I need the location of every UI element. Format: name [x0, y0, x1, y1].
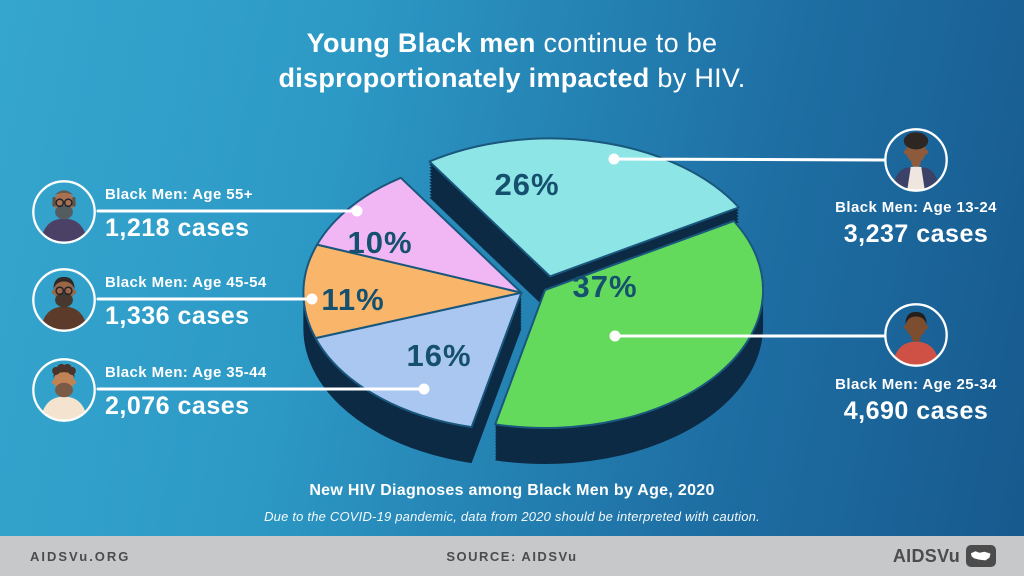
callout-value: 1,336 cases [105, 302, 250, 330]
title-line-1: Young Black men continue to be [0, 26, 1024, 61]
aidsvu-logo-text: AIDSVu [892, 545, 960, 566]
callout-value: 1,218 cases [105, 214, 250, 242]
callout-label: Black Men: Age 55+ [105, 186, 253, 203]
callout-dot [306, 293, 318, 305]
pie-percent-label-16: 16% [406, 338, 472, 373]
footer-bar: AIDSVu.ORG SOURCE: AIDSVu AIDSVu [0, 536, 1024, 576]
callout-age-35-44: Black Men: Age 35-44 2,076 cases [105, 364, 267, 420]
avatar-man-age-55plus [31, 179, 97, 245]
callout-age-45-54: Black Men: Age 45-54 1,336 cases [105, 274, 267, 330]
footer-site-url: AIDSVu.ORG [30, 548, 131, 564]
callout-age-25-34: Black Men: Age 25-34 4,690 cases [791, 376, 1024, 425]
title-line2-bold: disproportionately impacted [278, 63, 650, 93]
us-map-logo-icon [966, 545, 996, 567]
aidsvu-logo: AIDSVu [893, 545, 996, 567]
pie-slice-black-men-age-55 [316, 176, 523, 294]
title-line1-bold: Young Black men [306, 28, 536, 58]
callout-label: Black Men: Age 13-24 [835, 199, 997, 216]
pie-percent-label-11: 11% [321, 282, 385, 317]
pie-slice-black-men-age-13-24 [428, 137, 740, 278]
pie-percent-label-26: 26% [494, 167, 560, 202]
avatar-man-age-45-54 [31, 267, 97, 333]
callout-label: Black Men: Age 45-54 [105, 274, 267, 291]
avatar-man-age-13-24 [883, 127, 949, 193]
callout-label: Black Men: Age 25-34 [835, 376, 997, 393]
pie-slice-black-men-age-35-44 [314, 291, 523, 429]
callout-dot [608, 153, 620, 165]
callout-dot [418, 383, 430, 395]
title-line1-rest: continue to be [535, 28, 718, 58]
title-line2-rest: by HIV. [649, 63, 746, 93]
callout-value: 3,237 cases [843, 220, 989, 248]
callout-dot [351, 205, 363, 217]
pie-percent-label-10: 10% [347, 225, 413, 260]
callout-age-13-24: Black Men: Age 13-24 3,237 cases [791, 199, 1024, 248]
pie-slice-black-men-age-45-54 [302, 243, 523, 340]
callout-value: 2,076 cases [105, 392, 250, 420]
callout-dot [609, 330, 621, 342]
pie-slice-black-men-age-25-34 [494, 220, 764, 430]
chart-caption: New HIV Diagnoses among Black Men by Age… [309, 482, 715, 499]
title-line-2: disproportionately impacted by HIV. [0, 61, 1024, 96]
page-title: Young Black men continue to be dispropor… [0, 26, 1024, 96]
callout-label: Black Men: Age 35-44 [105, 364, 267, 381]
pie-percent-label-37: 37% [572, 269, 638, 304]
footer-source: SOURCE: AIDSVu [446, 548, 578, 564]
callout-line [612, 157, 886, 162]
callout-age-55plus: Black Men: Age 55+ 1,218 cases [105, 186, 253, 242]
avatar-man-age-35-44 [31, 357, 97, 423]
chart-footnote: Due to the COVID-19 pandemic, data from … [264, 509, 760, 524]
avatar-man-age-25-34 [883, 302, 949, 368]
callout-value: 4,690 cases [843, 397, 989, 425]
